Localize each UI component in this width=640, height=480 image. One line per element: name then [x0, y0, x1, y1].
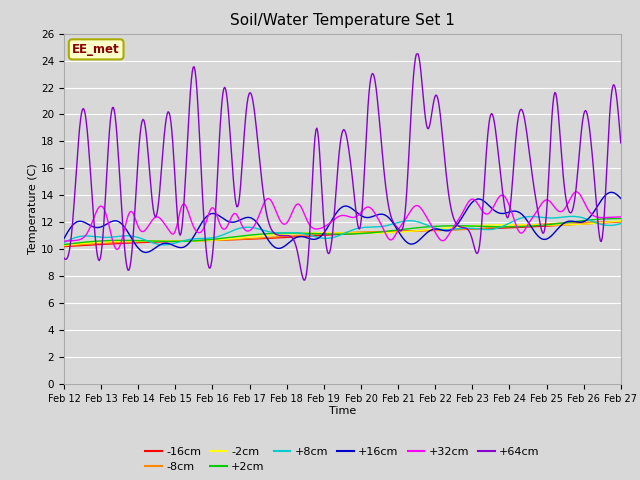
Text: EE_met: EE_met: [72, 43, 120, 56]
Y-axis label: Temperature (C): Temperature (C): [28, 163, 38, 254]
Legend: -16cm, -8cm, -2cm, +2cm, +8cm, +16cm, +32cm, +64cm: -16cm, -8cm, -2cm, +2cm, +8cm, +16cm, +3…: [141, 442, 544, 477]
Title: Soil/Water Temperature Set 1: Soil/Water Temperature Set 1: [230, 13, 455, 28]
X-axis label: Time: Time: [329, 407, 356, 417]
